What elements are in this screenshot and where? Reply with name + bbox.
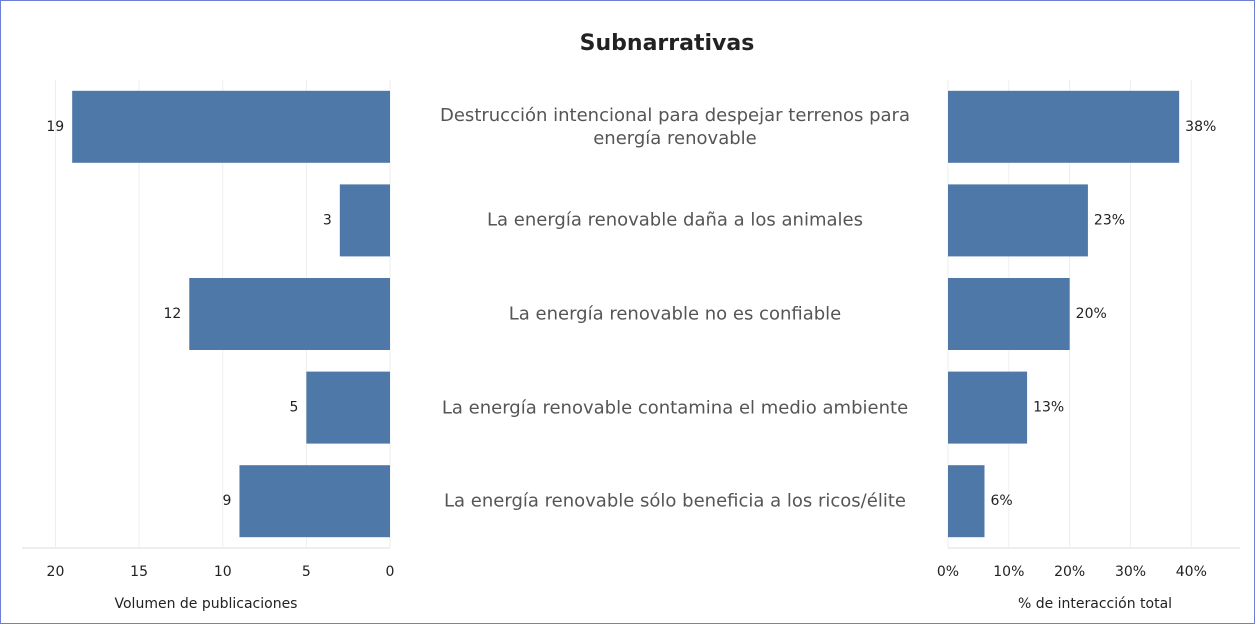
category-label: La energía renovable contamina el medio … <box>441 397 909 419</box>
bar <box>948 184 1088 257</box>
x-tick-label: 5 <box>302 564 311 580</box>
data-label: 5 <box>289 400 298 416</box>
category-label: Destrucción intencional para despejar te… <box>440 104 910 149</box>
bar <box>948 90 1180 163</box>
chart-title: Subnarrativas <box>580 31 755 56</box>
bar <box>306 371 390 444</box>
x-axis-title: % de interacción total <box>1018 596 1172 612</box>
data-label: 3 <box>323 212 332 228</box>
data-label: 12 <box>163 306 181 322</box>
data-label: 23% <box>1094 212 1125 228</box>
x-tick-label: 10% <box>993 564 1024 580</box>
bar <box>948 371 1028 444</box>
data-label: 13% <box>1033 400 1064 416</box>
bar <box>948 278 1070 350</box>
data-label: 19 <box>46 119 64 135</box>
category-label: La energía renovable sólo beneficia a lo… <box>444 490 906 512</box>
bar <box>189 278 390 350</box>
data-label: 9 <box>223 493 232 509</box>
category-label: La energía renovable no es confiable <box>508 303 842 325</box>
x-tick-label: 20 <box>47 564 65 580</box>
category-label: La energía renovable daña a los animales <box>487 209 863 231</box>
data-label: 38% <box>1185 119 1216 135</box>
data-label: 6% <box>991 493 1013 509</box>
x-tick-label: 0% <box>937 564 959 580</box>
x-tick-label: 10 <box>214 564 232 580</box>
bar <box>72 90 390 163</box>
x-tick-label: 15 <box>130 564 148 580</box>
x-tick-label: 20% <box>1054 564 1085 580</box>
bar <box>239 465 390 538</box>
x-tick-label: 40% <box>1176 564 1207 580</box>
x-tick-label: 0 <box>386 564 395 580</box>
bar <box>339 184 390 257</box>
data-label: 20% <box>1076 306 1107 322</box>
x-tick-label: 30% <box>1115 564 1146 580</box>
bar <box>948 465 985 538</box>
x-axis-title: Volumen de publicaciones <box>115 596 298 612</box>
